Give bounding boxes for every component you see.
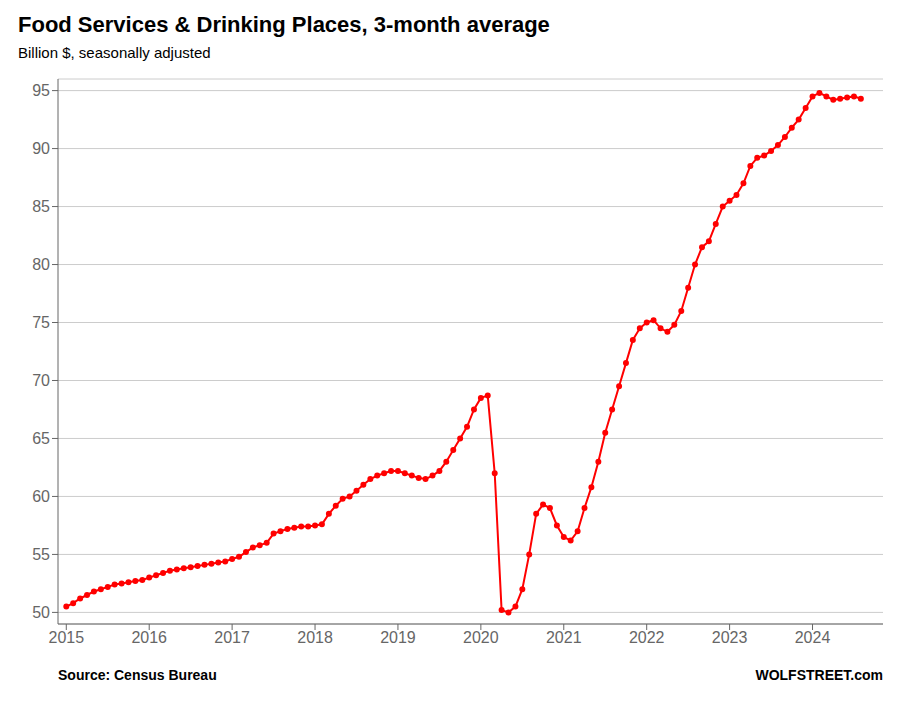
svg-text:80: 80 bbox=[32, 256, 50, 273]
svg-text:50: 50 bbox=[32, 604, 50, 621]
html-text:Billion $, seasonally adjusted: Billion $, seasonally adjusted bbox=[18, 44, 211, 61]
svg-text:65: 65 bbox=[32, 430, 50, 447]
svg-text:90: 90 bbox=[32, 140, 50, 157]
svg-text:2016: 2016 bbox=[131, 629, 167, 646]
svg-text:2015: 2015 bbox=[48, 629, 84, 646]
svg-text:95: 95 bbox=[32, 82, 50, 99]
svg-text:2023: 2023 bbox=[712, 629, 748, 646]
html-text:Source: Census Bureau: Source: Census Bureau bbox=[58, 667, 217, 683]
svg-text:2022: 2022 bbox=[629, 629, 665, 646]
svg-text:60: 60 bbox=[32, 488, 50, 505]
html-text:Food Services & Drinking Place: Food Services & Drinking Places, 3-month… bbox=[18, 12, 550, 37]
svg-text:2018: 2018 bbox=[297, 629, 333, 646]
svg-text:2017: 2017 bbox=[214, 629, 250, 646]
svg-text:2021: 2021 bbox=[546, 629, 582, 646]
svg-text:2024: 2024 bbox=[795, 629, 831, 646]
svg-text:55: 55 bbox=[32, 546, 50, 563]
html-text:WOLFSTREET.com: WOLFSTREET.com bbox=[755, 667, 883, 683]
svg-text:70: 70 bbox=[32, 372, 50, 389]
svg-text:75: 75 bbox=[32, 314, 50, 331]
svg-text:2020: 2020 bbox=[463, 629, 499, 646]
svg-text:85: 85 bbox=[32, 198, 50, 215]
svg-text:2019: 2019 bbox=[380, 629, 416, 646]
